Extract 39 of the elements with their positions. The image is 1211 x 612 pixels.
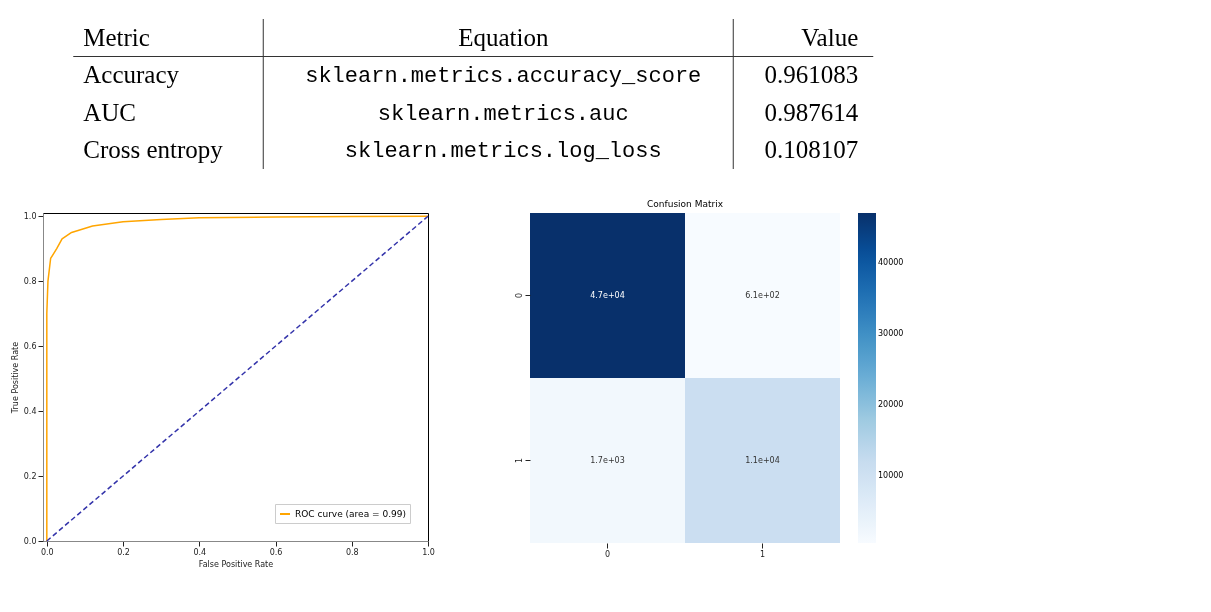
data-label: 6.1e+02: [745, 290, 780, 300]
color-bar-label: 20000: [878, 400, 904, 410]
x-tick-label: 0.0: [40, 547, 54, 557]
data-label: 1.7e+03: [590, 455, 625, 465]
y-tick-label: 0.0: [23, 536, 37, 546]
text: Accuracy: [83, 61, 180, 89]
text: sklearn.metrics.accuracy_score: [305, 64, 702, 90]
y-tick-label: 1.0: [23, 211, 37, 221]
y-tick-label: 0.2: [23, 471, 37, 481]
x-tick-label: 1.0: [422, 547, 435, 557]
text: sklearn.metrics.log_loss: [344, 139, 662, 165]
x-tick-label: 0: [604, 549, 611, 559]
data-label: 4.7e+04: [590, 290, 625, 300]
text: 0.961083: [764, 61, 859, 89]
x-tick-label: 1: [759, 549, 766, 559]
line-series: [46, 215, 429, 542]
chart-title: Confusion Matrix: [647, 199, 724, 209]
y-tick-label: 0.4: [23, 406, 37, 416]
color-bar-label: 10000: [878, 471, 904, 481]
text: Cross entropy: [83, 136, 224, 164]
y-tick-label: 0.6: [23, 341, 37, 351]
legend-label: ROC curve (area = 0.99): [295, 509, 406, 519]
data-label: 1.1e+04: [745, 455, 780, 465]
text: Metric: [83, 23, 150, 51]
text: Value: [801, 23, 859, 51]
y-tick-label: 0.8: [23, 276, 37, 286]
y-axis-title: True Positive Rate: [10, 341, 20, 415]
text: Equation: [458, 23, 549, 51]
color-bar-label: 30000: [878, 328, 904, 338]
text: 0.987614: [764, 98, 859, 126]
x-tick-label: 0.6: [269, 547, 283, 557]
x-tick-label: 0.2: [117, 547, 130, 557]
text: 0.108107: [764, 136, 859, 164]
x-axis-title: False Positive Rate: [198, 559, 274, 569]
text: sklearn.metrics.auc: [377, 101, 629, 127]
x-tick-label: 0.4: [193, 547, 207, 557]
x-tick-label: 0.8: [345, 547, 359, 557]
color-bar-label: 40000: [878, 257, 904, 267]
text: AUC: [83, 98, 137, 126]
